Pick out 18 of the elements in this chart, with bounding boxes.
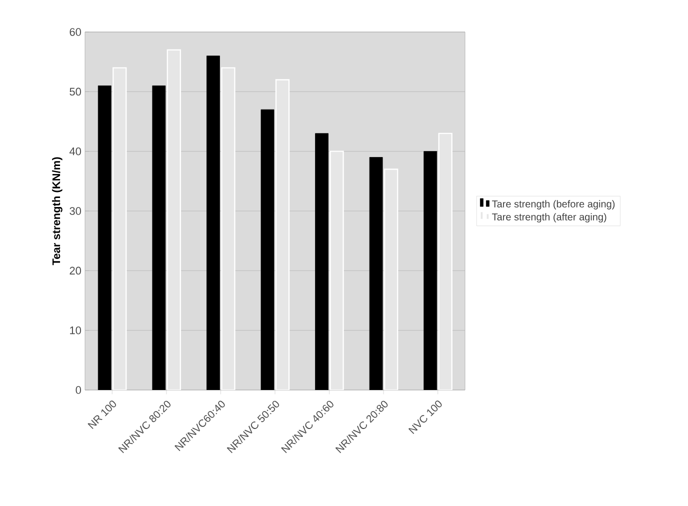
y-tick-label: 40 — [69, 147, 82, 156]
bar — [260, 109, 274, 390]
y-tick-label: 30 — [70, 207, 82, 215]
bar — [369, 157, 383, 390]
y-tick-label: 20 — [70, 266, 82, 275]
bar — [315, 133, 328, 390]
bar — [98, 86, 112, 390]
y-tick-label: 60 — [70, 28, 82, 36]
bar — [424, 151, 438, 390]
y-tick-label: 0 — [76, 386, 82, 394]
bar — [206, 56, 220, 390]
y-tick-label: 50 — [70, 88, 82, 96]
bar — [152, 86, 166, 390]
y-axis-title: Tear strength (KN/m) — [52, 157, 62, 266]
y-tick-label: 10 — [70, 326, 82, 334]
legend-label: Tare strength (after aging) — [492, 213, 606, 222]
legend-label: Tare strength (before aging) — [492, 200, 615, 210]
x-tick-label: NR 100 — [88, 400, 116, 430]
